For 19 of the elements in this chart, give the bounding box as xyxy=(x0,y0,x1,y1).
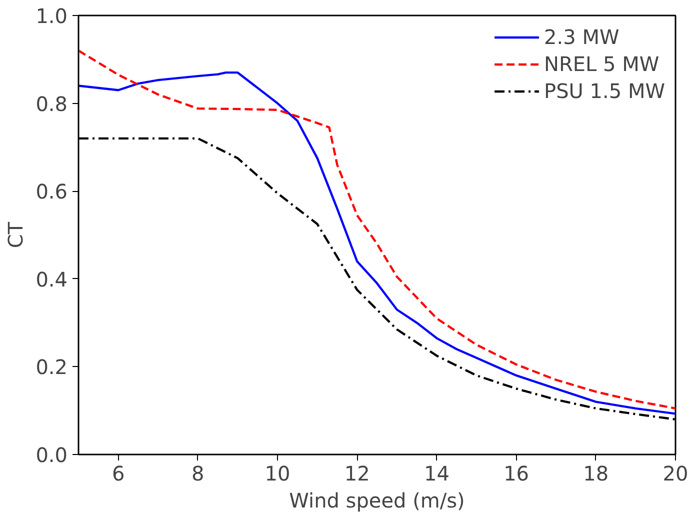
x-tick-label: 14 xyxy=(424,462,450,486)
y-tick-label: 0.6 xyxy=(36,180,68,204)
x-tick-label: 10 xyxy=(264,462,290,486)
y-tick-label: 0.0 xyxy=(36,443,68,467)
y-tick-label: 1.0 xyxy=(36,4,68,28)
x-tick-label: 12 xyxy=(344,462,370,486)
x-tick-label: 16 xyxy=(504,462,530,486)
y-axis-title: CT xyxy=(4,221,28,248)
x-axis-title: Wind speed (m/s) xyxy=(289,488,465,512)
x-tick-label: 8 xyxy=(192,462,204,486)
x-tick-label: 20 xyxy=(662,462,688,486)
y-tick-label: 0.2 xyxy=(36,355,68,380)
x-tick-label: 6 xyxy=(112,462,125,486)
y-tick-label: 0.4 xyxy=(36,267,68,292)
y-tick-label: 0.8 xyxy=(36,92,68,116)
legend-label: NREL 5 MW xyxy=(544,52,660,76)
legend-label: 2.3 MW xyxy=(544,25,620,49)
x-tick-label: 18 xyxy=(583,462,609,486)
legend-label: PSU 1.5 MW xyxy=(544,79,665,103)
